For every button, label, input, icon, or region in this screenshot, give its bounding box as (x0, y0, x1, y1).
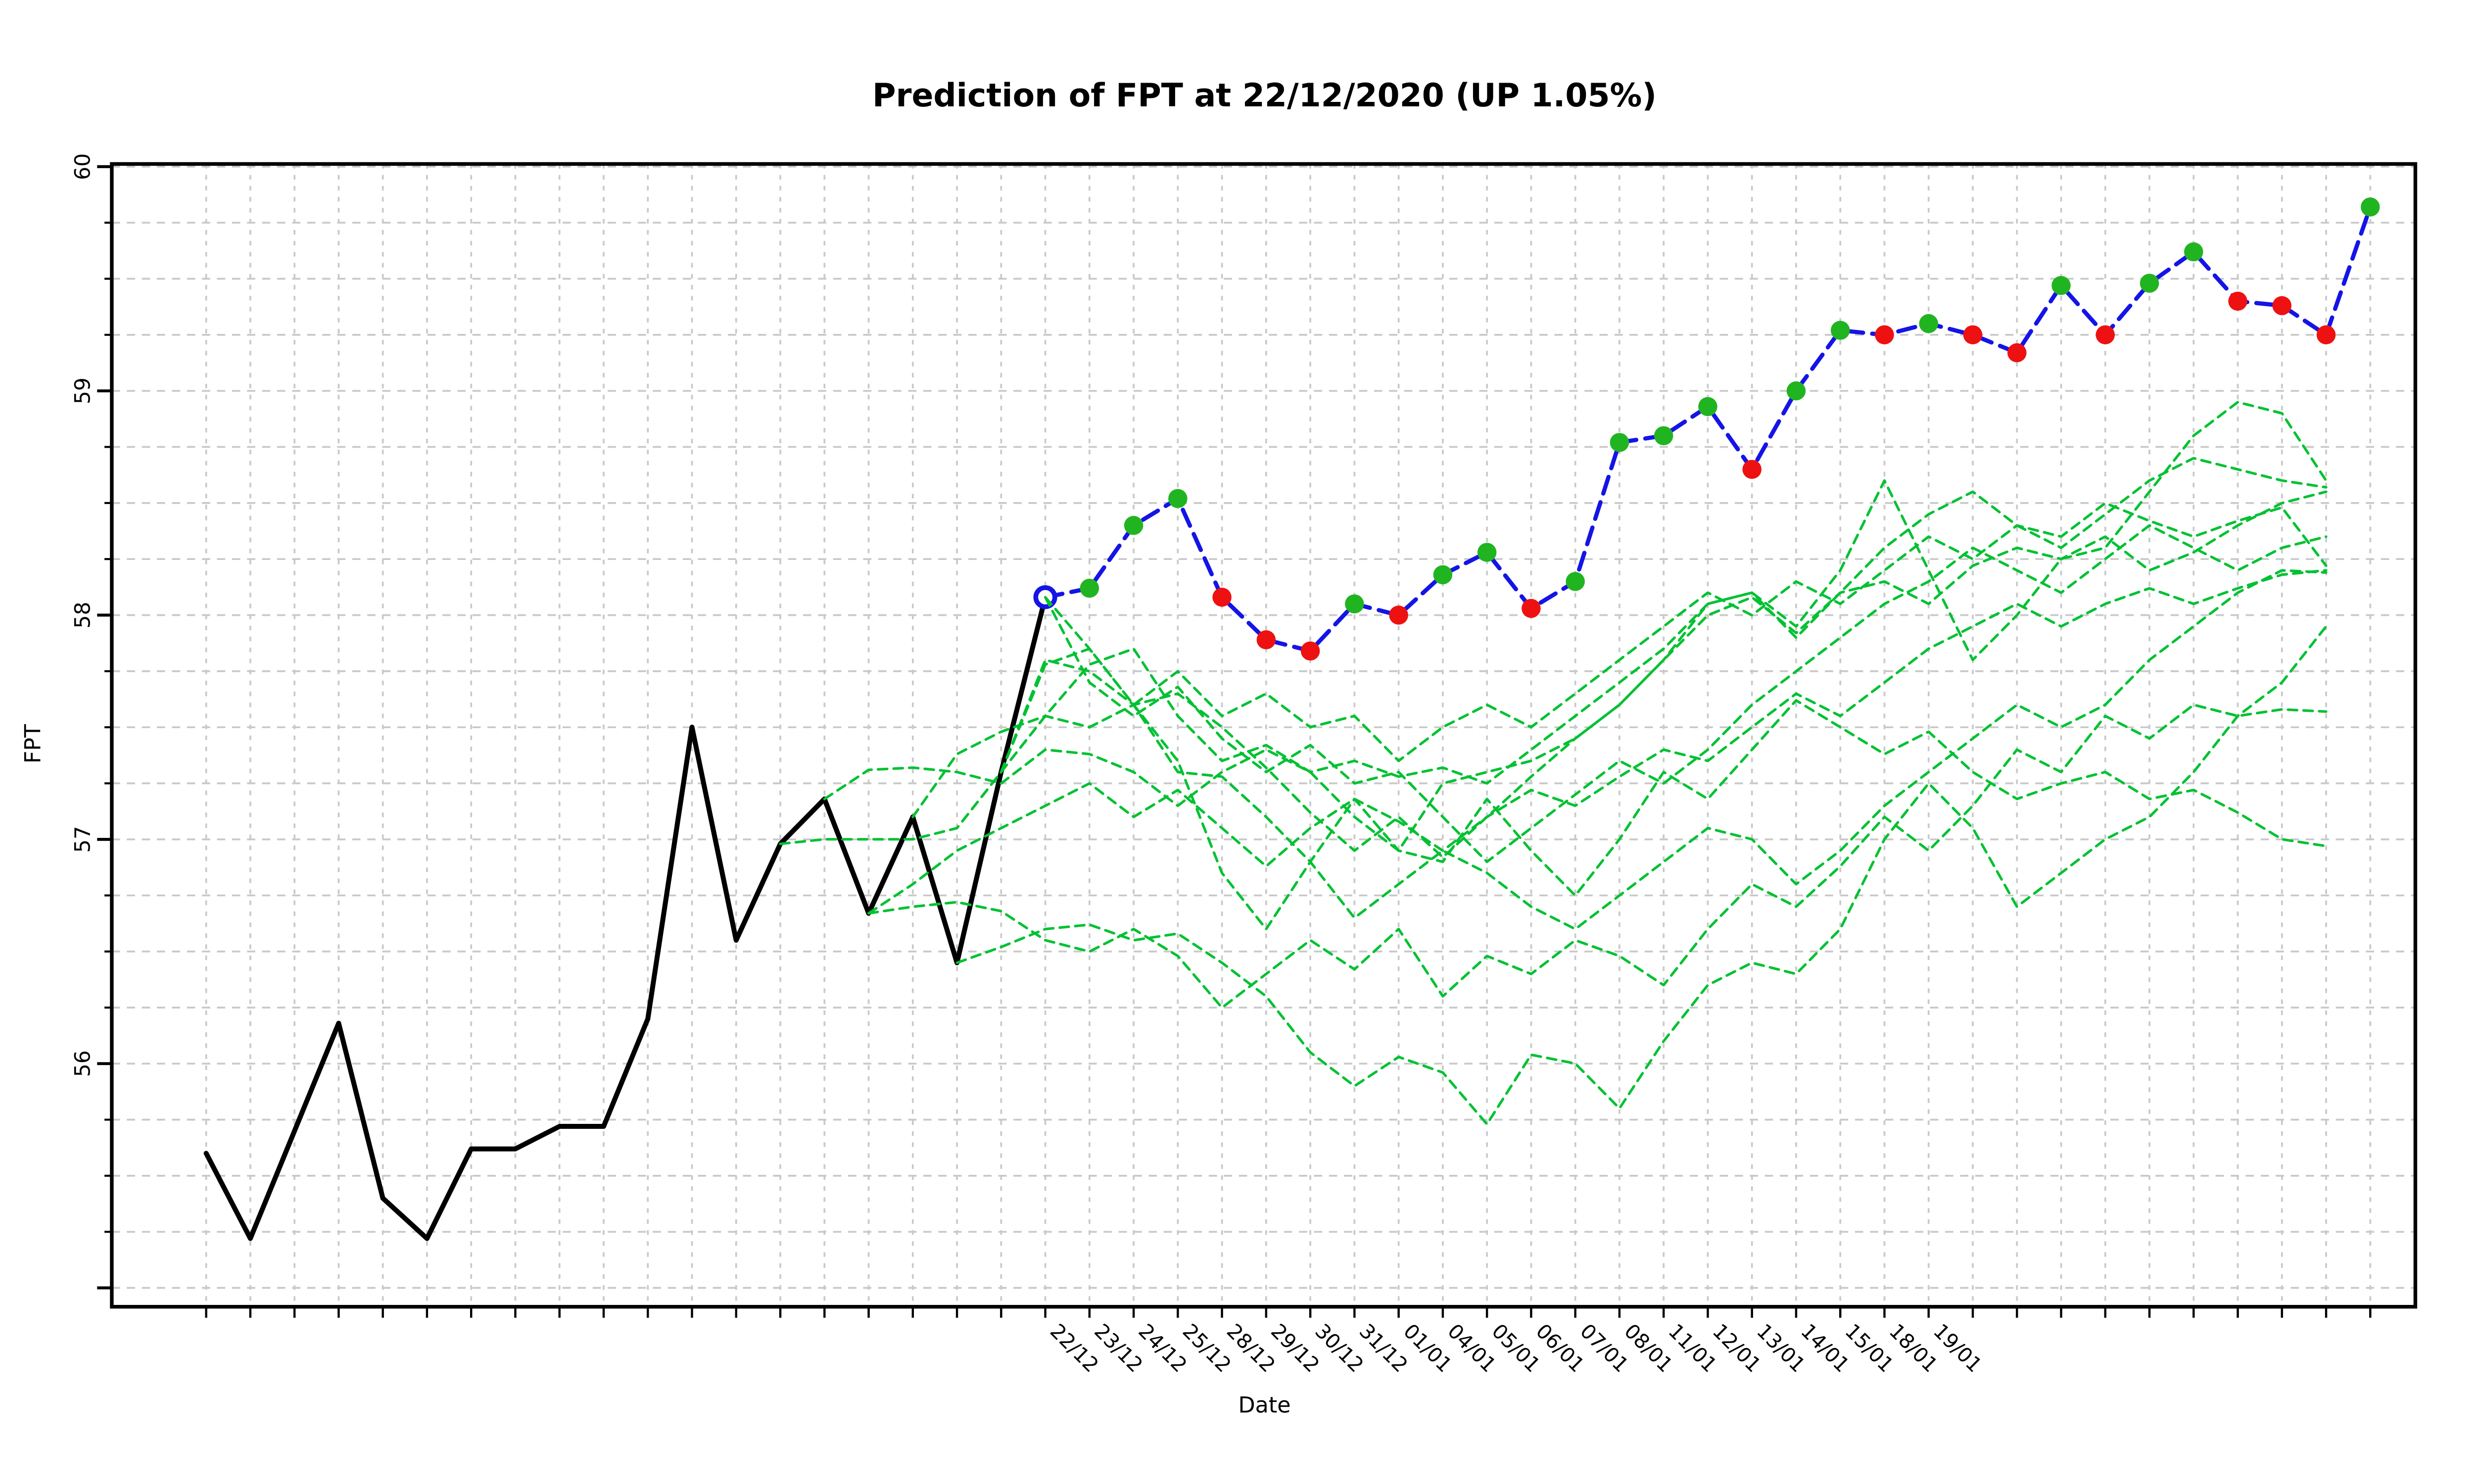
grid-layer (111, 164, 2416, 1307)
x-tick-label: 01/01 (1399, 1319, 1457, 1377)
x-tick-label: 24/12 (1134, 1319, 1191, 1377)
y-axis-title: FPT (20, 724, 46, 763)
x-tick-label: 12/01 (1708, 1319, 1766, 1377)
x-tick-label: 04/01 (1443, 1319, 1501, 1377)
axis-layer: 56 57 58 59 60 22/1223/1224/1225/1228/1229/12… (70, 153, 2418, 1377)
y-tick-label: 60 (70, 153, 95, 180)
prediction-down-dot (1300, 641, 1320, 661)
x-tick-label: 25/12 (1178, 1319, 1236, 1377)
prediction-down-dot (2272, 296, 2292, 316)
simulation-9-line (1044, 502, 2328, 762)
prediction-down-dot (1522, 599, 1541, 618)
simulation-2-line (823, 401, 2328, 852)
simulation-7-line (999, 569, 2328, 930)
prediction-down-dot (2228, 291, 2247, 311)
simulation-1-line (779, 647, 2328, 930)
prediction-down-dot (1963, 325, 1983, 345)
series-layer (203, 197, 2380, 1241)
x-tick-label: 11/01 (1664, 1319, 1722, 1377)
chart-title: Prediction of FPT at 22/12/2020 (UP 1.05… (872, 77, 1657, 114)
prediction-up-dot (1477, 543, 1497, 562)
y-tick-label: 59 (70, 377, 95, 404)
prediction-down-dot (2316, 325, 2336, 345)
prediction-up-dot (2184, 242, 2203, 262)
prediction-up-dot (1566, 572, 1585, 591)
prediction-down-dot (2007, 343, 2027, 363)
x-tick-label: 28/12 (1222, 1319, 1280, 1377)
prediction-down-dot (1389, 605, 1408, 625)
prediction-up-dot (1124, 515, 1143, 535)
x-tick-label: 29/12 (1266, 1319, 1324, 1377)
prediction-down-dot (2095, 325, 2115, 345)
prediction-down-dot (1256, 630, 1276, 649)
x-tick-label: 05/01 (1487, 1319, 1545, 1377)
x-tick-label: 13/01 (1752, 1319, 1810, 1377)
prediction-up-dot (1786, 381, 1806, 401)
x-tick-label: 22/12 (1046, 1319, 1103, 1377)
x-tick-label: 30/12 (1310, 1319, 1368, 1377)
x-tick-label: 31/12 (1355, 1319, 1413, 1377)
x-tick-label: 14/01 (1796, 1319, 1854, 1377)
x-tick-label: 18/01 (1885, 1319, 1943, 1377)
x-tick-label: 07/01 (1575, 1319, 1633, 1377)
simulation-3-line (867, 703, 2328, 1009)
x-tick-label: 15/01 (1841, 1319, 1899, 1377)
prediction-up-dot (1080, 578, 1099, 598)
y-tick-label: 56 (70, 1050, 95, 1077)
prediction-down-dot (1875, 325, 1894, 345)
prediction-down-dot (1212, 587, 1232, 607)
x-tick-label: 08/01 (1619, 1319, 1677, 1377)
y-tick-label: 58 (70, 602, 95, 628)
prediction-up-dot (1168, 489, 1188, 509)
prediction-up-dot (1831, 321, 1850, 340)
simulation-4-line (911, 490, 2328, 859)
prediction-up-dot (2140, 274, 2159, 293)
x-tick-label: 19/01 (1929, 1319, 1987, 1377)
prediction-up-dot (1433, 565, 1453, 585)
x-tick-label: 23/12 (1090, 1319, 1147, 1377)
prediction-up-dot (1919, 314, 1939, 333)
prediction-down-dot (1742, 460, 1761, 479)
y-tick-label: 57 (70, 826, 95, 853)
prediction-up-dot (2361, 197, 2380, 217)
plot-border (110, 162, 2418, 1309)
prediction-up-dot (1345, 594, 1364, 614)
history-line (203, 595, 1048, 1241)
simulation-5-line (955, 625, 2328, 1126)
prediction-up-dot (2051, 276, 2071, 295)
simulation-10-line (867, 569, 2328, 915)
prediction-up-dot (1610, 433, 1629, 452)
x-tick-label: 06/01 (1531, 1319, 1589, 1377)
prediction-up-dot (1698, 397, 1717, 417)
x-axis-title: Date (1238, 1393, 1290, 1418)
simulation-8-line (1044, 524, 2328, 863)
prediction-up-dot (1654, 426, 1673, 446)
simulation-6-line (999, 457, 2328, 785)
